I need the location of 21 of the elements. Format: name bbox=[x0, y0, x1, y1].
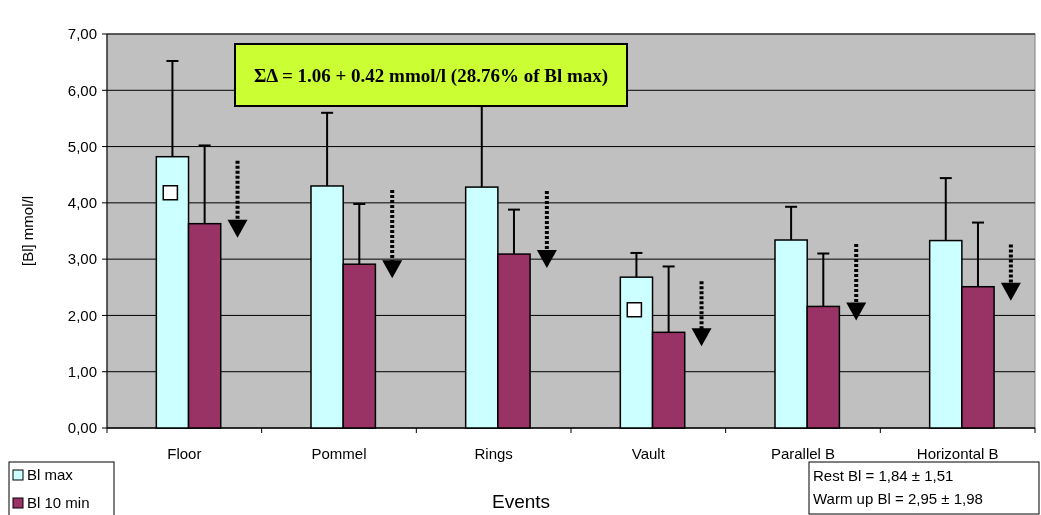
annotation: ΣΔ = 1.06 + 0.42 mmol/l (28.76% of Bl max) bbox=[253, 65, 609, 87]
x-tick-label: Floor bbox=[167, 445, 202, 462]
y-tick-label: 5,00 bbox=[67, 137, 97, 155]
legend-label: Bl 10 min bbox=[27, 494, 90, 511]
y-tick-label: 2,00 bbox=[67, 306, 97, 324]
x-axis-title: Events bbox=[491, 491, 551, 512]
text: Rest Bl = 1,84 ± 1,51 bbox=[813, 467, 954, 484]
y-axis-title: [Bl] mmol/l bbox=[19, 195, 36, 267]
y-tick-label: 7,00 bbox=[67, 25, 97, 43]
x-tick-label: Horizontal B bbox=[916, 445, 999, 462]
y-tick-label: 1,00 bbox=[67, 362, 97, 380]
x-tick-label: Parallel B bbox=[770, 445, 836, 462]
x-tick-label: Rings bbox=[474, 445, 513, 462]
y-tick-label: 4,00 bbox=[67, 194, 97, 212]
y-tick-label: 3,00 bbox=[67, 250, 97, 268]
y-tick-label: 6,00 bbox=[67, 81, 97, 99]
text: Warm up Bl = 2,95 ± 1,98 bbox=[813, 490, 983, 507]
legend-label: Bl max bbox=[27, 466, 74, 483]
x-tick-label: Vault bbox=[631, 445, 666, 462]
y-tick-label: 0,00 bbox=[67, 419, 97, 437]
x-tick-label: Pommel bbox=[311, 445, 367, 462]
